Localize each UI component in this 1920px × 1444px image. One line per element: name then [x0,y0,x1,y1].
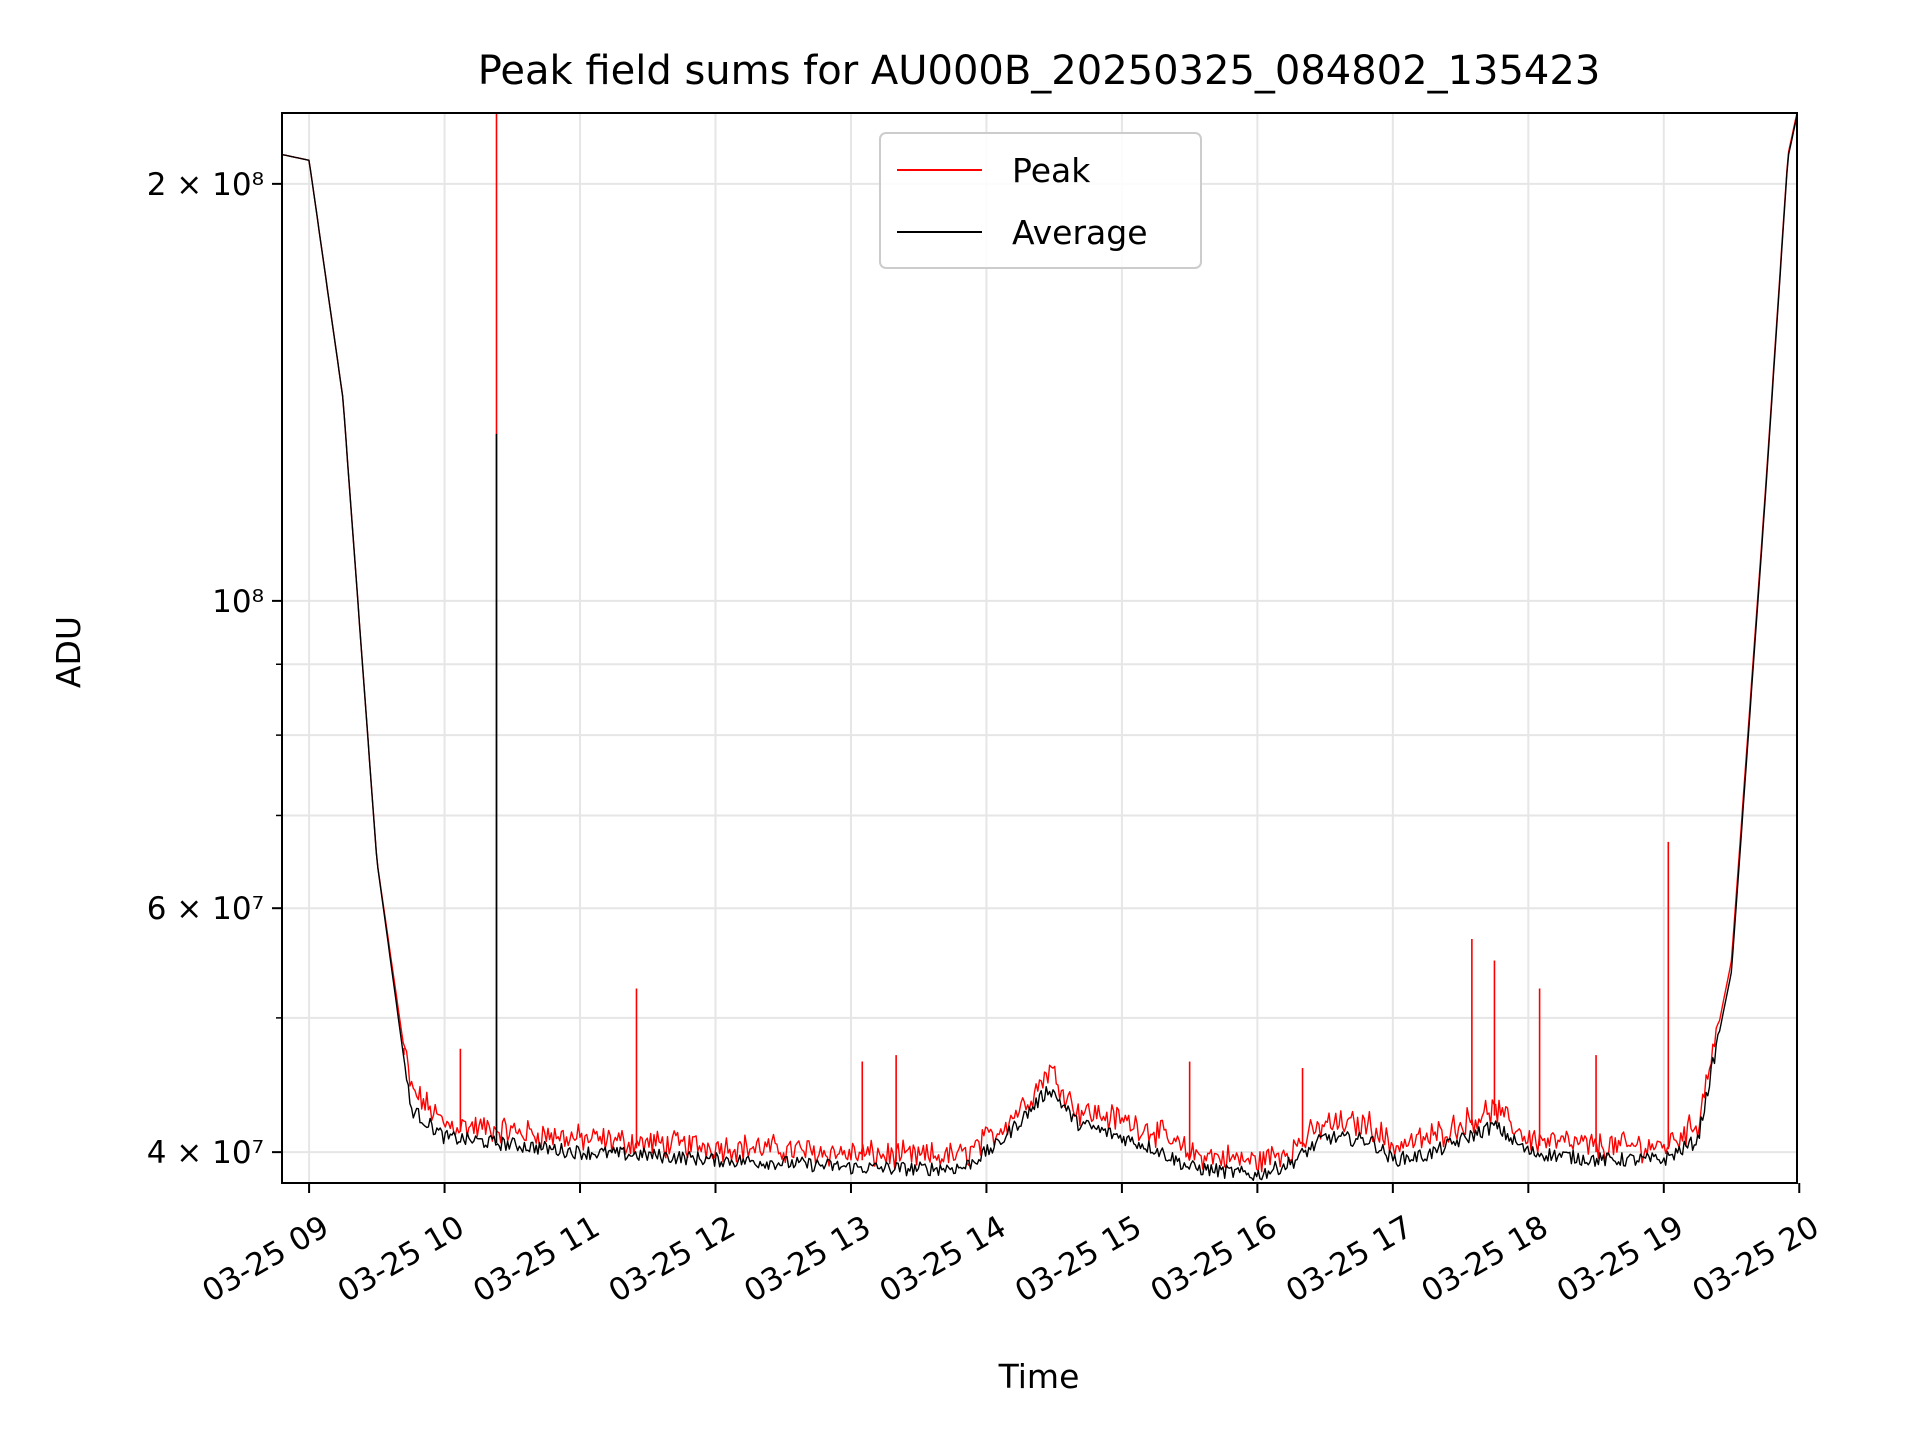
legend-box [879,132,1202,269]
chart-title: Peak field sums for AU000B_20250325_0848… [478,48,1601,94]
legend: Peak Average [879,132,1202,269]
y-tick-label: 4 × 10⁷ [147,1135,264,1171]
series-line-peak [281,112,1798,1173]
x-axis-label: Time [998,1357,1080,1396]
grid [282,113,1797,1183]
y-tick-label: 6 × 10⁷ [147,891,264,927]
plot-frame [281,112,1798,1184]
legend-label-peak: Peak [1012,151,1091,190]
y-tick-label: 2 × 10⁸ [147,167,264,203]
plot-lines [281,112,1798,1181]
y-tick-label: 10⁸ [212,584,264,620]
series-line-average [281,115,1798,1181]
legend-label-average: Average [1012,213,1148,252]
y-axis-label: ADU [49,616,88,688]
